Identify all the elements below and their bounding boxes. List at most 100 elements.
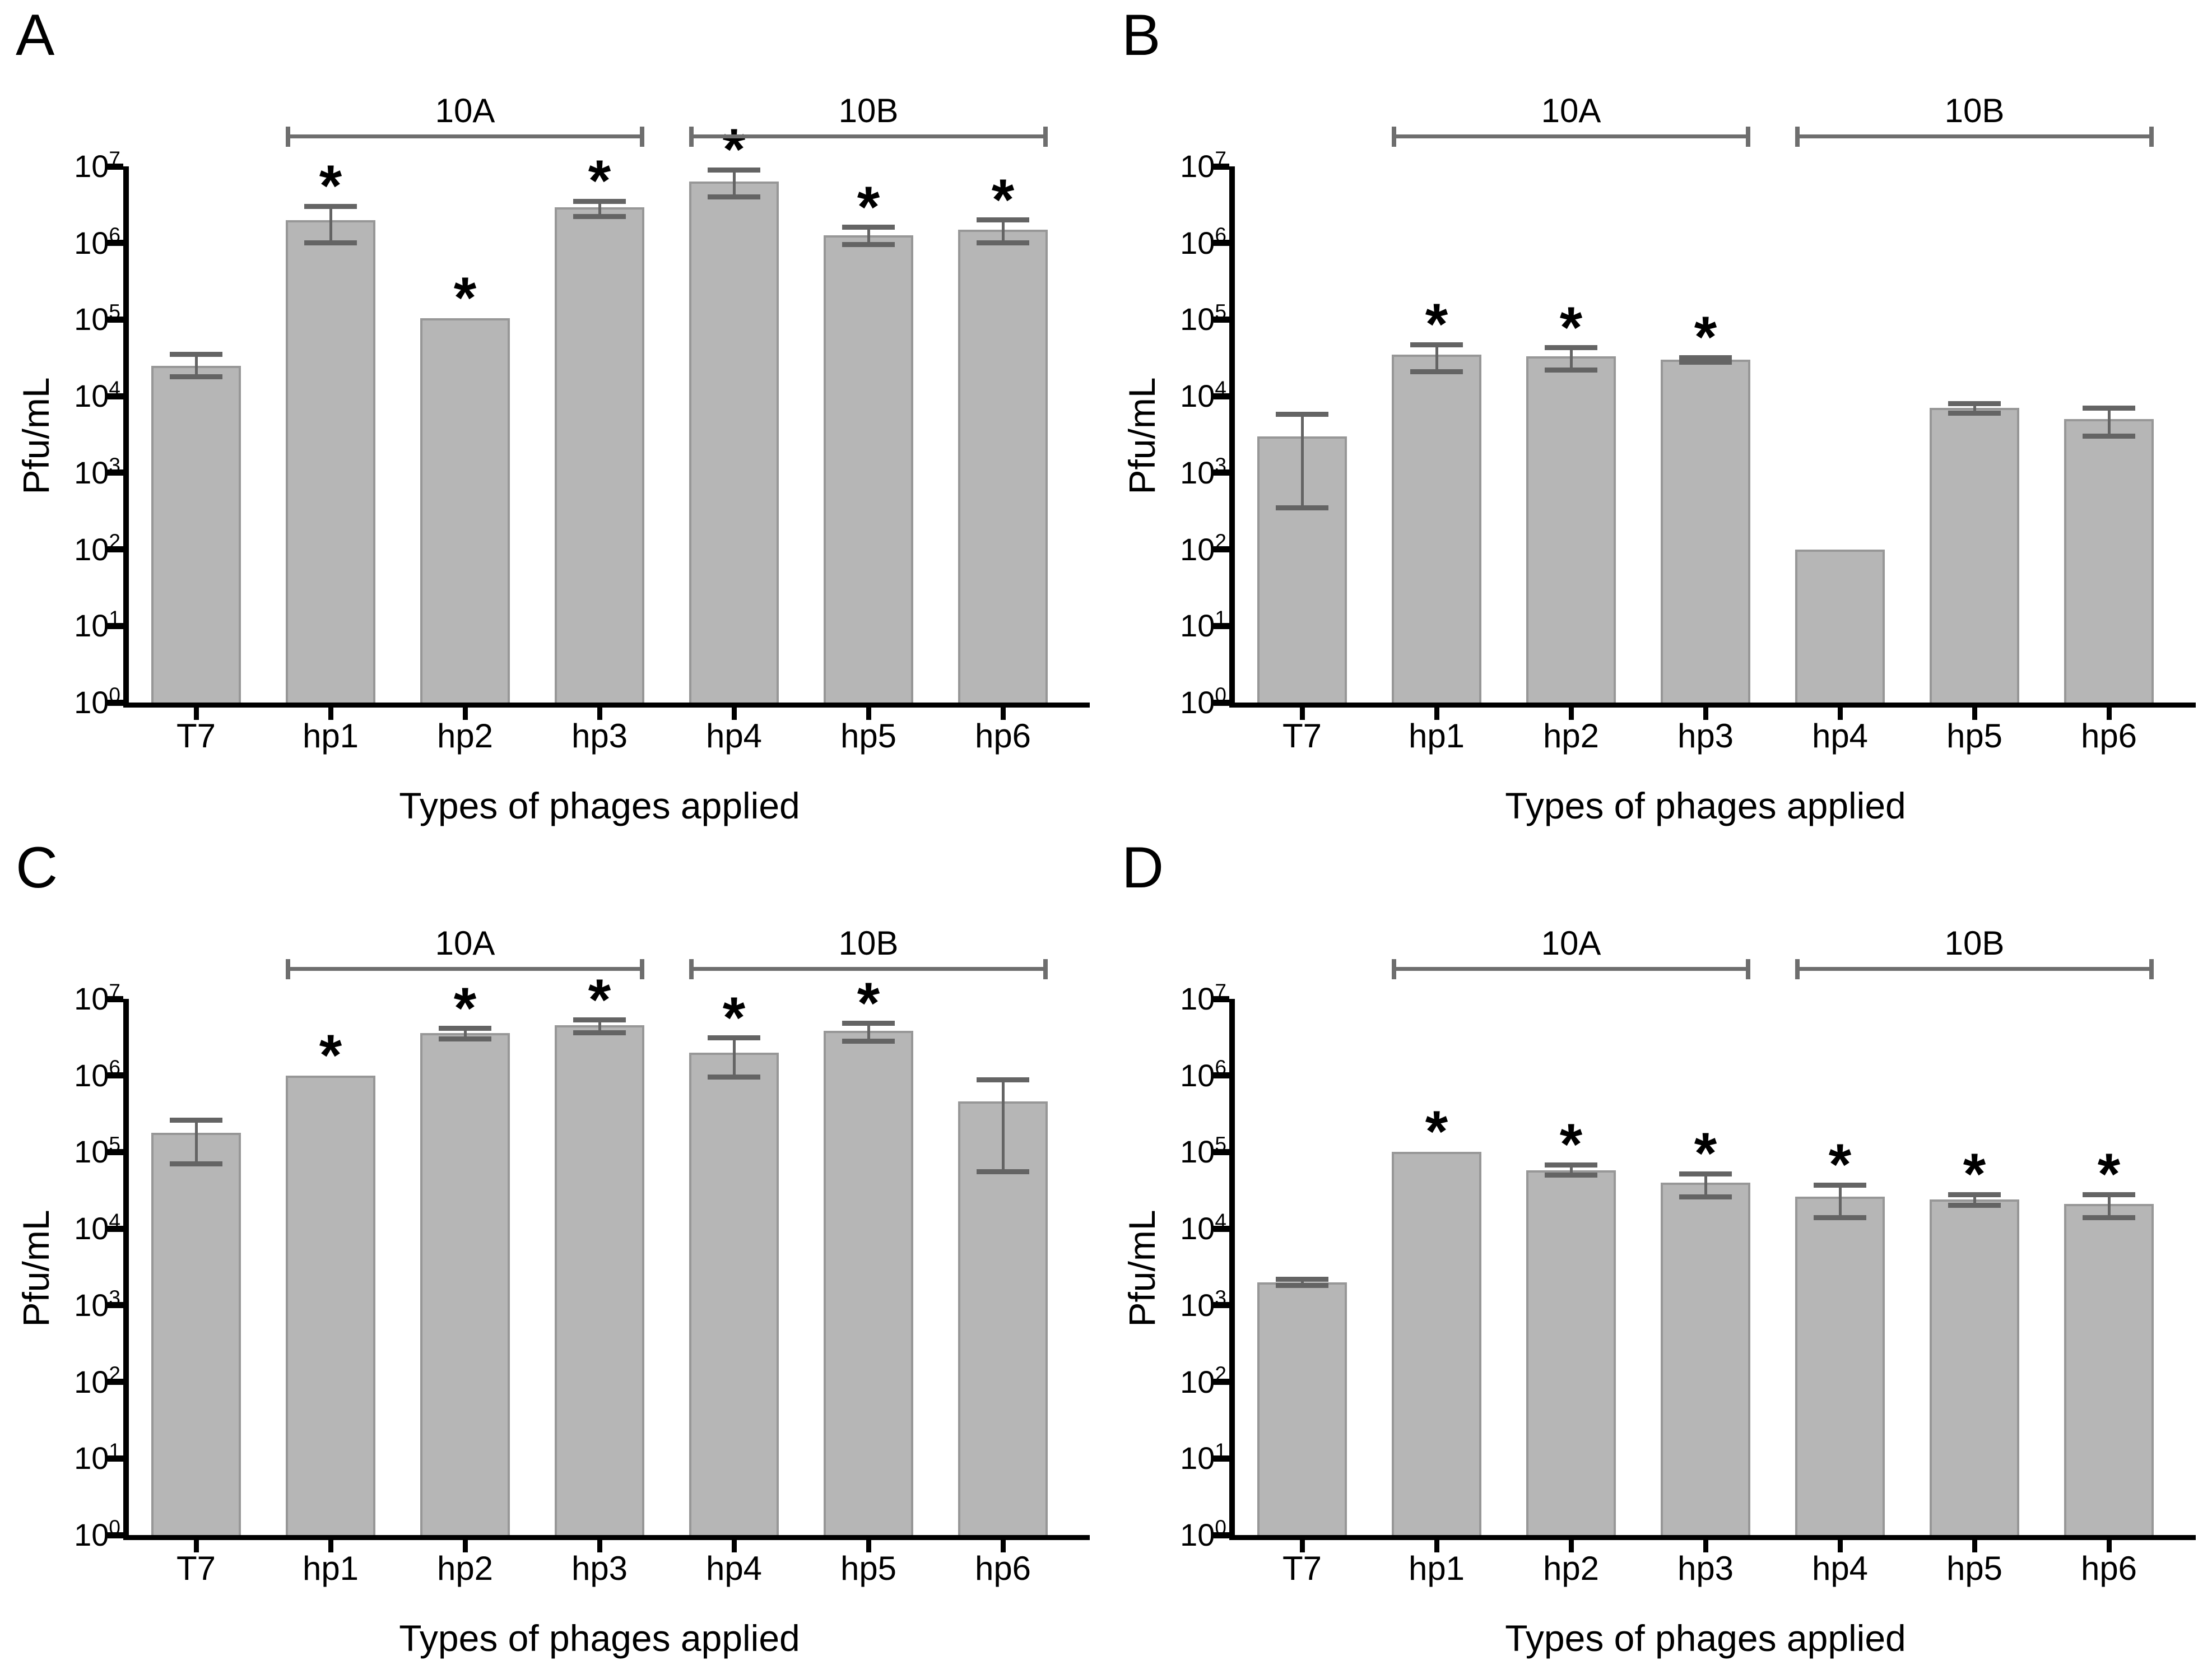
y-tick-exponent: 6 (1215, 1056, 1226, 1080)
category-label: T7 (1282, 1550, 1322, 1587)
bar-hp3 (555, 207, 644, 703)
group-bracket-end-tick (1746, 959, 1750, 979)
category-label: hp5 (840, 1550, 897, 1587)
y-axis-line (123, 999, 129, 1540)
x-tick (1000, 1540, 1006, 1552)
error-bar-cap-bottom-hp3 (573, 214, 626, 220)
error-bar-cap-top-hp5 (842, 1021, 895, 1026)
panel-a: A Pfu/mL Types of phages applied T7 * hp1 *… (0, 0, 1106, 832)
error-bar-cap-bottom-hp2 (439, 1036, 491, 1041)
error-bar-cap-top-T7 (1276, 411, 1328, 417)
panel-letter: B (1122, 3, 1161, 68)
category-label: hp1 (1408, 1550, 1465, 1587)
panel-b: B Pfu/mL Types of phages applied T7 * hp1 *… (1106, 0, 2212, 832)
y-tick-label: 101 (1180, 606, 1226, 644)
group-bracket-end-tick (1795, 127, 1800, 147)
y-tick-exponent: 2 (109, 530, 120, 554)
x-tick (1000, 708, 1006, 720)
group-bracket-line (689, 134, 1048, 138)
x-tick (1703, 1540, 1708, 1552)
error-bar-cap-bottom-hp1 (1410, 369, 1463, 374)
y-tick-label: 104 (74, 376, 120, 414)
bar-hp5 (1930, 1199, 2019, 1535)
error-bar-cap-bottom-hp4 (708, 1075, 760, 1080)
group-bracket-end-tick (1392, 127, 1396, 147)
bar-hp1 (1392, 1152, 1481, 1535)
y-tick-exponent: 6 (1215, 224, 1226, 247)
group-bracket-end-tick (2149, 127, 2154, 147)
x-tick (597, 1540, 602, 1552)
y-tick-exponent: 2 (1215, 530, 1226, 554)
x-axis-title: Types of phages applied (399, 785, 800, 826)
y-tick-exponent: 0 (109, 1515, 120, 1539)
y-tick-exponent: 4 (109, 376, 120, 400)
group-bracket-line (1795, 967, 2154, 971)
x-tick (193, 708, 199, 720)
y-tick-label: 103 (1180, 1286, 1226, 1323)
group-bracket-line (1392, 967, 1750, 971)
group-bracket-end-tick (2149, 959, 2154, 979)
group-bracket-line (286, 134, 644, 138)
error-bar-cap-bottom-hp1 (304, 240, 357, 246)
error-bar-cap-top-hp4 (1814, 1182, 1866, 1188)
error-bar-cap-bottom-hp5 (1948, 410, 2001, 416)
error-bar-whisker-hp1 (1435, 345, 1438, 372)
x-axis-title: Types of phages applied (399, 1617, 800, 1659)
error-bar-whisker-hp4 (1838, 1185, 1842, 1218)
group-bracket-line (1795, 134, 2154, 138)
error-bar-cap-top-hp2 (1545, 345, 1597, 351)
group-bracket-label: 10A (435, 92, 495, 129)
x-tick (328, 708, 333, 720)
y-tick (108, 1148, 123, 1155)
group-bracket-end-tick (1043, 959, 1048, 979)
y-tick (108, 316, 123, 323)
error-bar-cap-bottom-T7 (1276, 1283, 1328, 1289)
bar-hp4 (1795, 1197, 1885, 1535)
x-tick (328, 1540, 333, 1552)
y-tick-label: 101 (74, 606, 120, 644)
bar-hp2 (420, 318, 510, 703)
category-label: hp4 (1811, 717, 1869, 755)
y-tick-label: 106 (1180, 224, 1226, 261)
y-tick-exponent: 4 (109, 1209, 120, 1233)
y-tick-exponent: 0 (109, 683, 120, 706)
y-tick-exponent: 4 (1215, 1209, 1226, 1233)
y-tick-label: 105 (74, 1133, 120, 1170)
significance-asterisk: * (588, 967, 611, 1033)
bar-hp5 (824, 235, 913, 703)
y-tick-exponent: 4 (1215, 376, 1226, 400)
error-bar-whisker-hp5 (867, 1023, 870, 1041)
group-bracket-end-tick (689, 127, 694, 147)
y-tick (108, 163, 123, 170)
y-tick-label: 104 (1180, 1209, 1226, 1247)
error-bar-cap-top-hp5 (842, 225, 895, 230)
error-bar-whisker-T7 (194, 1120, 198, 1164)
x-tick (2106, 708, 2112, 720)
x-tick (2106, 1540, 2112, 1552)
x-tick (731, 1540, 737, 1552)
error-bar-whisker-hp2 (463, 1028, 467, 1039)
significance-asterisk: * (1559, 1112, 1583, 1178)
error-bar-cap-top-hp6 (977, 1077, 1029, 1082)
significance-asterisk: * (1694, 1121, 1717, 1187)
x-tick (1837, 708, 1843, 720)
y-tick (108, 546, 123, 553)
error-bar-whisker-hp2 (1569, 347, 1573, 370)
error-bar-cap-top-hp4 (708, 1035, 760, 1041)
error-bar-cap-bottom-T7 (170, 1161, 222, 1167)
significance-asterisk: * (453, 975, 477, 1041)
y-tick-label: 107 (74, 979, 120, 1016)
error-bar-cap-top-hp3 (573, 1017, 626, 1023)
error-bar-cap-top-hp6 (977, 217, 1029, 223)
error-bar-whisker-hp3 (1704, 1174, 1707, 1197)
error-bar-whisker-hp3 (598, 201, 601, 217)
category-label: hp5 (840, 717, 897, 755)
significance-asterisk: * (991, 167, 1015, 232)
y-tick-exponent: 7 (109, 979, 120, 1003)
y-tick (108, 1379, 123, 1385)
x-tick (731, 708, 737, 720)
error-bar-whisker-hp4 (732, 1038, 736, 1077)
y-tick-exponent: 3 (1215, 453, 1226, 477)
y-tick-label: 103 (74, 1286, 120, 1323)
y-tick (1214, 699, 1229, 706)
